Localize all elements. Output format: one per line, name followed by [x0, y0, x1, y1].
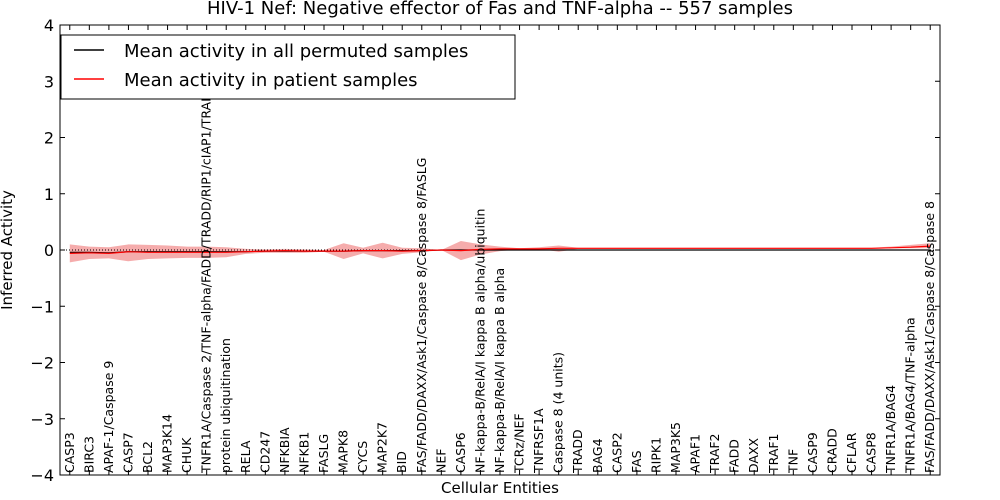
legend-label-permuted: Mean activity in all permuted samples [124, 41, 468, 62]
x-tick-label: APAF1 [688, 434, 703, 473]
x-tick-label: NEF [433, 449, 448, 473]
x-tick-label: NFKB1 [296, 432, 311, 473]
x-tick-label: MAPK8 [336, 430, 351, 473]
x-tick-label: CASP7 [120, 432, 135, 473]
x-tick-label: BAG4 [590, 438, 605, 473]
legend: Mean activity in all permuted samples Me… [60, 34, 516, 100]
x-tick-label: CASP2 [609, 432, 624, 473]
x-tick-label: CHUK [179, 437, 194, 473]
x-tick-label: BIRC3 [81, 436, 96, 473]
x-tick-label: FAS/FADD/DAXX/Ask1/Caspase 8/Caspase 8/F… [414, 158, 429, 473]
x-tick-label: NF-kappa-B/RelA/I kappa B alpha [492, 268, 507, 473]
legend-box [60, 34, 516, 100]
x-tick-label: FASLG [316, 434, 331, 473]
x-tick-label: BID [394, 451, 409, 473]
x-tick-label: CASP6 [453, 432, 468, 473]
x-tick-label: TNFR1A/BAG4/TNF-alpha [903, 317, 918, 474]
x-tick-label: CYCS [355, 441, 370, 473]
x-tick-label: RIPK1 [648, 437, 663, 473]
x-tick-label: BCL2 [140, 441, 155, 473]
x-tick-label: NFKBIA [277, 427, 292, 473]
x-tick-label: TNFR1A/BAG4 [883, 385, 898, 474]
y-tick-label: 3 [44, 72, 54, 91]
x-tick-label: FAS/FADD/DAXX/Ask1/Caspase 8/Caspase 8 [922, 201, 937, 473]
x-tick-label: TNFRSF1A [531, 408, 546, 474]
x-tick-label: CFLAR [844, 432, 859, 473]
y-tick-label: 0 [44, 241, 54, 260]
x-tick-label: CASP3 [62, 432, 77, 473]
y-tick-label: −1 [30, 297, 54, 316]
x-tick-label: FAS [629, 450, 644, 473]
x-tick-label: MAP3K5 [668, 422, 683, 473]
y-axis-label: Inferred Activity [0, 190, 16, 310]
x-tick-label: CASP9 [805, 432, 820, 473]
patient-mean-line [69, 245, 931, 255]
chart-title: HIV-1 Nef: Negative effector of Fas and … [207, 0, 793, 19]
x-tick-label: DAXX [746, 437, 761, 473]
y-tick-label: −2 [30, 354, 54, 373]
x-tick-label: TRADD [570, 429, 585, 474]
x-tick-label: TNFR1A/Caspase 2/TNF-alpha/FADD/TRADD/RI… [199, 87, 214, 474]
x-tick-label: NF-kappa-B/RelA/I kappa B alpha/ubiquiti… [472, 209, 487, 473]
x-tick-label: FADD [727, 439, 742, 473]
y-tick-label: −3 [30, 410, 54, 429]
y-tick-label: 2 [44, 129, 54, 148]
x-tick-label: RELA [238, 440, 253, 473]
x-tick-label: MAP2K7 [375, 422, 390, 473]
x-tick-label: TRAF2 [707, 433, 722, 474]
x-tick-label: Caspase 8 (4 units) [551, 352, 566, 473]
x-tick-label: TCRz/NEF [512, 413, 527, 474]
x-axis-label: Cellular Entities [441, 479, 559, 497]
legend-label-patient: Mean activity in patient samples [124, 70, 418, 91]
x-tick-label: CD247 [257, 431, 272, 473]
x-tick-label: CASP8 [864, 432, 879, 473]
y-tick-label: 4 [44, 16, 54, 35]
x-tick-label: TRAF1 [766, 433, 781, 474]
x-tick-label: APAF-1/Caspase 9 [101, 361, 116, 473]
x-tick-label: MAP3K14 [160, 414, 175, 473]
y-tick-label: 1 [44, 185, 54, 204]
x-tick-label: protein ubiquitination [218, 338, 233, 473]
y-tick-label: −4 [30, 466, 54, 485]
x-tick-label: CRADD [824, 428, 839, 473]
x-tick-label: TNF [785, 449, 800, 474]
